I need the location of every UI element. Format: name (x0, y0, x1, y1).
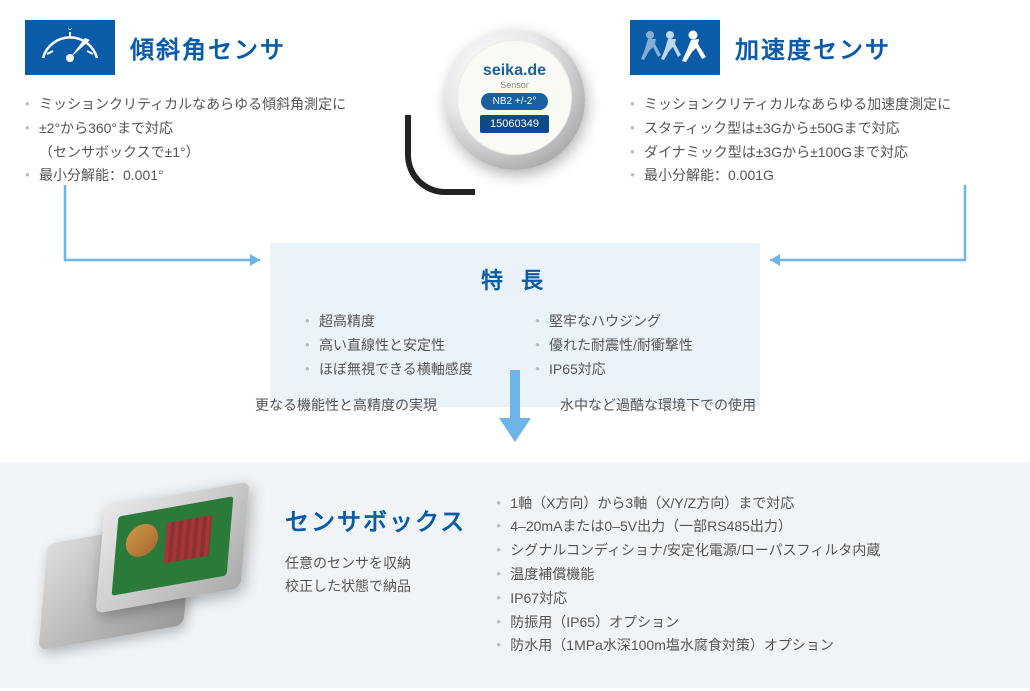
list-item: 1軸（X方向）から3軸（X/Y/Z方向）まで対応 (496, 492, 995, 516)
list-item: 温度補償機能 (496, 563, 995, 587)
device-serial: 15060349 (480, 115, 549, 133)
list-item: 高い直線性と安定性 (305, 334, 495, 358)
arrow-right-to-features (750, 180, 970, 290)
sensorbox-image (35, 487, 255, 652)
device-model: NB2 +/-2° (481, 93, 549, 110)
accel-bullets: ミッションクリティカルなあらゆる加速度測定に スタティック型は±3Gから±50G… (630, 93, 1005, 188)
list-item: 防水用（1MPa水深100m塩水腐食対策）オプション (496, 634, 995, 658)
sensorbox-desc2: 校正した状態で納品 (285, 575, 466, 599)
list-item: ほぼ無視できる横軸感度 (305, 358, 495, 382)
arrow-left-to-features (60, 180, 280, 290)
gauge-icon: 0 (25, 20, 115, 75)
features-title: 特 長 (305, 263, 725, 295)
accel-header: 加速度センサ (630, 20, 1005, 75)
list-item: 最小分解能：0.001G (630, 164, 1005, 188)
top-section: 0 傾斜角センサ ミッションクリティカルなあらゆる傾斜角測定に ±2°から360… (0, 0, 1030, 188)
list-item: 超高精度 (305, 310, 495, 334)
tilt-bullets: ミッションクリティカルなあらゆる傾斜角測定に ±2°から360°まで対応（センサ… (25, 93, 400, 188)
list-item: シグナルコンディショナ/安定化電源/ローパスフィルタ内蔵 (496, 539, 995, 563)
list-item: ダイナミック型は±3Gから±100Gまで対応 (630, 141, 1005, 165)
sensor-device-image: seika.de Sensor NB2 +/-2° 15060349 (425, 25, 605, 175)
list-item: ミッションクリティカルなあらゆる傾斜角測定に (25, 93, 400, 117)
list-item: 最小分解能：0.001° (25, 164, 400, 188)
list-item: 優れた耐震性/耐衝撃性 (535, 334, 725, 358)
svg-text:0: 0 (68, 28, 72, 32)
device-brand: seika.de (483, 62, 546, 80)
list-item: IP65対応 (535, 358, 725, 382)
sensorbox-text: センサボックス 任意のセンサを収納 校正した状態で納品 (285, 487, 466, 600)
list-item: 防振用（IP65）オプション (496, 611, 995, 635)
list-item: スタティック型は±3Gから±50Gまで対応 (630, 117, 1005, 141)
sensorbox-title: センサボックス (285, 502, 466, 537)
list-item: ±2°から360°まで対応（センサボックスで±1°） (25, 117, 400, 165)
sensorbox-features: 1軸（X方向）から3軸（X/Y/Z方向）まで対応 4‒20mAまたは0‒5V出力… (496, 487, 995, 659)
accel-title: 加速度センサ (735, 30, 891, 65)
features-left: 超高精度 高い直線性と安定性 ほぼ無視できる横軸感度 (305, 310, 495, 381)
sensorbox-section: センサボックス 任意のセンサを収納 校正した状態で納品 1軸（X方向）から3軸（… (0, 462, 1030, 689)
annotation-right: 水中など過酷な環境下での使用 (560, 395, 756, 415)
device-sub: Sensor (500, 80, 529, 90)
list-item: 堅牢なハウジング (535, 310, 725, 334)
tilt-header: 0 傾斜角センサ (25, 20, 400, 75)
list-item: 4‒20mAまたは0‒5V出力（一部RS485出力） (496, 515, 995, 539)
tilt-sensor-block: 0 傾斜角センサ ミッションクリティカルなあらゆる傾斜角測定に ±2°から360… (0, 20, 425, 188)
list-item: ミッションクリティカルなあらゆる加速度測定に (630, 93, 1005, 117)
features-right: 堅牢なハウジング 優れた耐震性/耐衝撃性 IP65対応 (535, 310, 725, 381)
list-item: IP67対応 (496, 587, 995, 611)
features-box: 特 長 超高精度 高い直線性と安定性 ほぼ無視できる横軸感度 堅牢なハウジング … (270, 243, 760, 406)
sensorbox-desc1: 任意のセンサを収納 (285, 552, 466, 576)
running-icon (630, 20, 720, 75)
tilt-title: 傾斜角センサ (130, 30, 286, 65)
annotation-left: 更なる機能性と高精度の実現 (255, 395, 437, 415)
accel-sensor-block: 加速度センサ ミッションクリティカルなあらゆる加速度測定に スタティック型は±3… (605, 20, 1030, 188)
